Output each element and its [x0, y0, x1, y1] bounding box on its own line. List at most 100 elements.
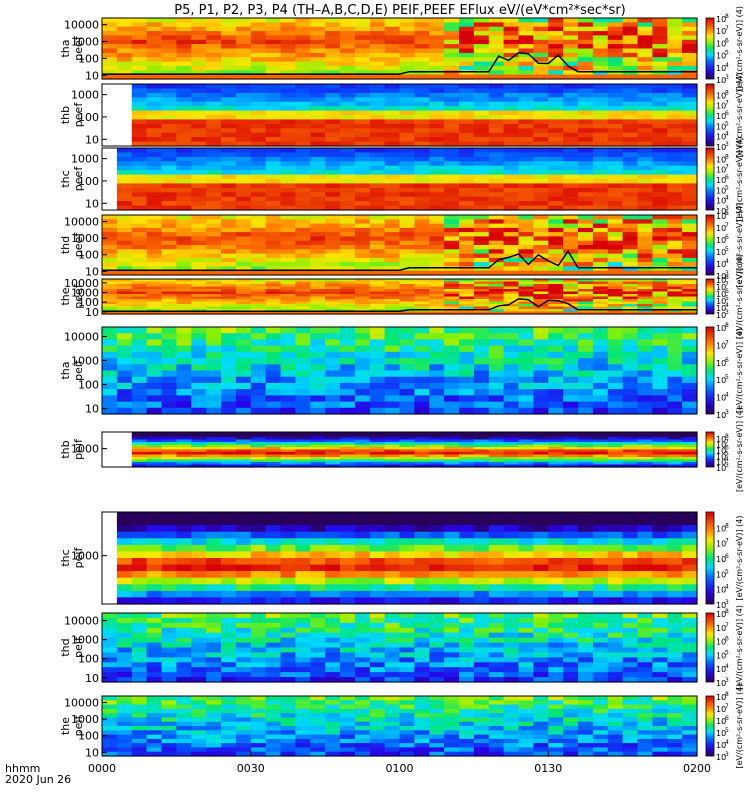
heatmap-cell — [592, 101, 609, 107]
heatmap-cell — [622, 395, 639, 403]
heatmap-cell — [206, 525, 222, 533]
heatmap-cell — [265, 294, 282, 298]
heatmap-cell — [548, 442, 564, 446]
heatmap-cell — [161, 48, 177, 54]
heatmap-cell — [607, 525, 624, 533]
heatmap-cell — [518, 294, 534, 298]
heatmap-cell — [265, 672, 282, 678]
heatmap-cell — [444, 538, 460, 546]
heatmap-cell — [384, 183, 401, 189]
heatmap-cell — [295, 179, 311, 184]
heatmap-cell — [488, 31, 505, 37]
heatmap-cell — [206, 395, 222, 403]
heatmap-cell — [652, 22, 668, 28]
heatmap-cell — [161, 449, 177, 453]
colorbar-tick-label: 10 — [716, 39, 726, 48]
heatmap-cell — [473, 284, 490, 288]
heatmap-cell — [459, 196, 475, 202]
heatmap-cell — [578, 22, 594, 28]
heatmap-cell — [384, 249, 401, 255]
heatmap-cell — [250, 119, 267, 125]
heatmap-cell — [206, 183, 222, 189]
heatmap-cell — [429, 240, 445, 246]
heatmap-cell — [191, 311, 207, 315]
heatmap-cell — [578, 462, 594, 466]
heatmap-cell — [518, 647, 534, 653]
heatmap-cell — [250, 294, 267, 298]
heatmap-cell — [176, 152, 192, 158]
heatmap-cell — [682, 22, 698, 28]
heatmap-cell — [459, 35, 475, 41]
heatmap-cell — [206, 677, 222, 683]
heatmap-cell — [116, 35, 133, 41]
heatmap-cell — [221, 227, 237, 233]
heatmap-cell — [310, 257, 326, 263]
heatmap-cell — [563, 57, 579, 63]
heatmap-cell — [340, 437, 356, 441]
heatmap-cell — [622, 306, 639, 310]
heatmap-cell — [622, 345, 639, 353]
heatmap-cell — [280, 358, 296, 365]
heatmap-cell — [191, 223, 207, 229]
heatmap-cell — [161, 677, 177, 683]
heatmap-cell — [548, 551, 564, 559]
heatmap-cell — [176, 39, 192, 45]
heatmap-cell — [518, 333, 534, 340]
heatmap-cell — [235, 165, 252, 171]
heatmap-cell — [473, 39, 490, 45]
heatmap-cell — [384, 39, 401, 45]
heatmap-cell — [429, 382, 445, 390]
heatmap-cell — [295, 161, 311, 167]
y-tick-label: 10000 — [64, 277, 99, 290]
heatmap-cell — [414, 201, 430, 207]
heatmap-cell — [265, 70, 282, 76]
heatmap-cell — [503, 52, 520, 58]
heatmap-cell — [459, 551, 475, 559]
heatmap-cell — [191, 249, 207, 255]
heatmap-cell — [578, 128, 594, 134]
heatmap-cell — [280, 219, 296, 225]
heatmap-cell — [414, 389, 430, 396]
heatmap-cell — [340, 642, 356, 649]
heatmap-cell — [682, 551, 698, 559]
heatmap-cell — [221, 174, 237, 180]
heatmap-cell — [518, 262, 534, 267]
heatmap-cell — [280, 165, 296, 171]
heatmap-cell — [340, 439, 356, 443]
heatmap-cell — [414, 101, 430, 107]
heatmap-cell — [325, 444, 341, 448]
heatmap-cell — [176, 577, 192, 585]
heatmap-cell — [102, 304, 118, 308]
heatmap-cell — [369, 442, 386, 446]
heatmap-cell — [548, 132, 564, 138]
heatmap-cell — [102, 662, 118, 668]
heatmap-cell — [191, 382, 207, 390]
heatmap-cell — [221, 44, 237, 50]
colorbar-tick-label: 10 — [716, 248, 726, 257]
heatmap-cell — [637, 215, 653, 220]
heatmap-cell — [250, 597, 267, 605]
heatmap-cell — [607, 174, 624, 180]
heatmap-cell — [369, 57, 386, 63]
heatmap-cell — [503, 294, 520, 298]
heatmap-cell — [637, 219, 653, 225]
heatmap-cell — [459, 227, 475, 233]
heatmap-cell — [563, 407, 579, 415]
heatmap-cell — [578, 179, 594, 184]
panel-frame — [101, 83, 698, 147]
heatmap-cell — [459, 132, 475, 138]
heatmap-cell — [384, 667, 401, 673]
heatmap-cell — [235, 454, 252, 458]
heatmap-cell — [206, 156, 222, 162]
heatmap-cell — [102, 301, 118, 305]
heatmap-cell — [473, 677, 490, 683]
heatmap-cell — [444, 584, 460, 592]
heatmap-cell — [250, 39, 267, 45]
heatmap-cell — [637, 442, 653, 446]
y-tick-label: 10000 — [64, 216, 99, 229]
heatmap-cell — [325, 617, 341, 624]
heatmap-cell — [637, 564, 653, 572]
heatmap-cell — [354, 401, 371, 409]
heatmap-cell — [206, 236, 222, 242]
heatmap-cell — [563, 205, 579, 211]
